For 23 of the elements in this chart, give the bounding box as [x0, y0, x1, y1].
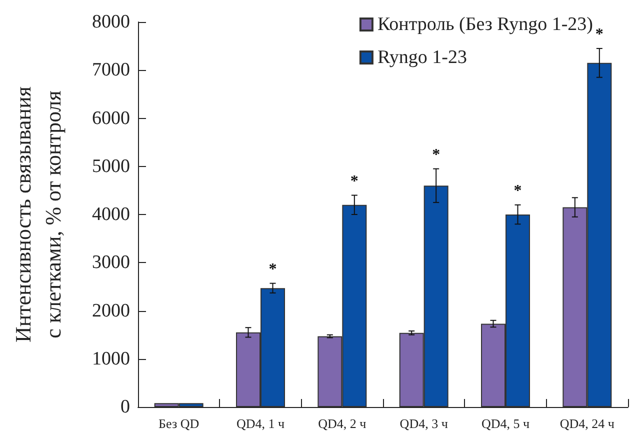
annotation: * [432, 146, 440, 164]
x-tick-label: QD4, 3 ч [400, 416, 448, 431]
annotation: * [350, 172, 358, 190]
y-tick-label: 1000 [92, 348, 130, 370]
x-tick-label: QD4, 2 ч [318, 416, 367, 431]
y-tick-label: 4000 [92, 204, 130, 225]
y-tick-label: 5000 [92, 156, 130, 177]
y-tick-label: 8000 [92, 12, 130, 32]
x-tick-label: QD4, 5 ч [481, 416, 530, 431]
y-tick-label: 3000 [92, 252, 130, 274]
annotation: * [595, 26, 604, 43]
y-tick-label: 0 [120, 396, 130, 418]
x-tick-label: QD4, 1 ч [236, 416, 285, 431]
legend-label: Ryngo 1-23 [377, 47, 467, 68]
x-tick-label: QD4, 24 ч [560, 416, 615, 431]
x-tick-label: Без QD [158, 416, 200, 431]
y-tick-label: 6000 [92, 108, 130, 129]
y-tick-label: 2000 [92, 300, 130, 322]
y-axis-title: Интенсивность связывания с клетками, % от контроля [10, 86, 66, 342]
legend-label: Контроль (Без Ryngo 1-23) [377, 14, 594, 35]
annotation: * [268, 260, 277, 278]
y-tick-label: 7000 [92, 60, 130, 81]
annotation: * [514, 182, 522, 200]
